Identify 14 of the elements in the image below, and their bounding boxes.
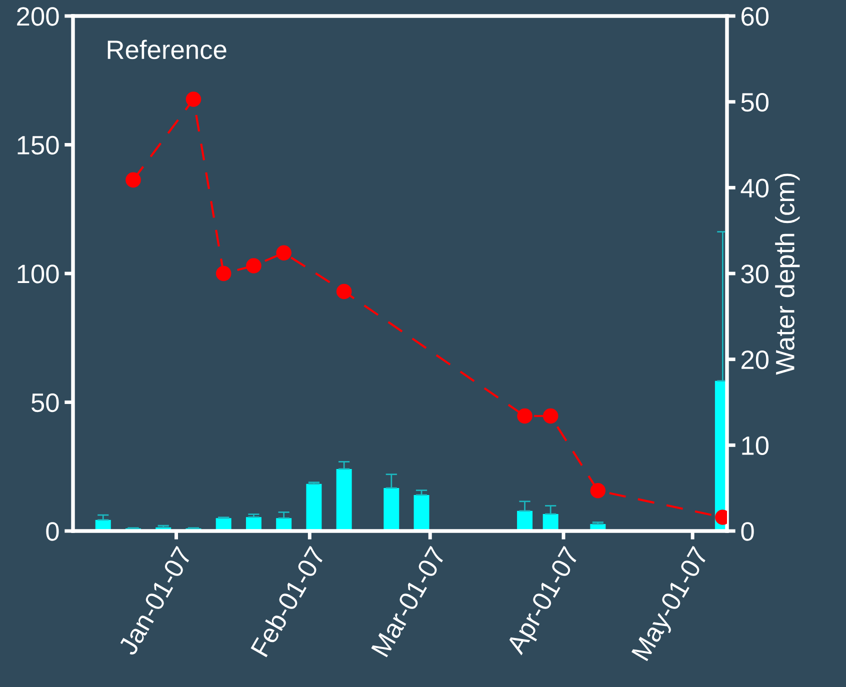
- y-tick-label: 0: [46, 522, 59, 541]
- y-tick-label: 100: [18, 264, 59, 284]
- y2-tick-label: 40: [740, 178, 769, 198]
- y2-tick-label: 30: [741, 264, 769, 284]
- annotation: Reference: [108, 40, 226, 60]
- y2-tick-label: 10: [742, 436, 769, 455]
- y2-tick-label: 0: [741, 522, 754, 541]
- y2-axis-title: Water depth (cm): [775, 174, 800, 375]
- y2-tick-label: 50: [741, 92, 769, 112]
- y-tick-label: 150: [18, 136, 59, 155]
- y2-tick-label: 60: [742, 7, 769, 26]
- y-tick-label: 50: [32, 393, 59, 412]
- y-tick-label: 200: [17, 7, 59, 26]
- y2-tick-label: 20: [742, 350, 769, 370]
